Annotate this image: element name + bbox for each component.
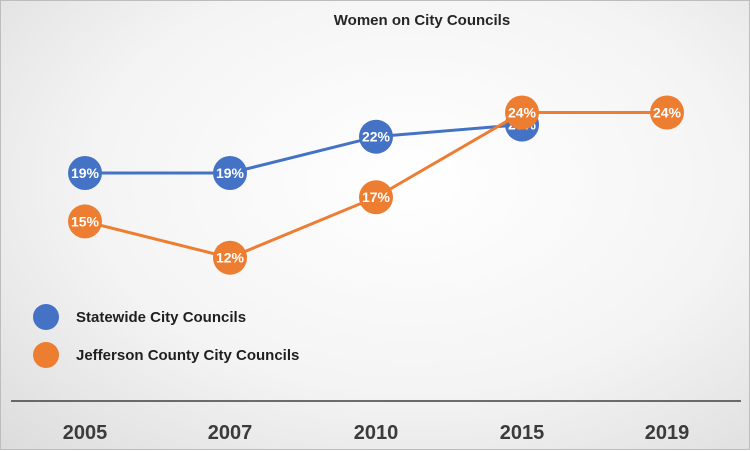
- data-point-1-2: 17%: [359, 180, 393, 215]
- data-point-1-4: 24%: [650, 95, 684, 130]
- data-label: 12%: [216, 250, 245, 266]
- data-label: 17%: [362, 189, 391, 205]
- x-tick-label-2015: 2015: [500, 422, 545, 444]
- data-point-0-2: 22%: [359, 119, 393, 154]
- data-label: 19%: [71, 165, 100, 181]
- data-marker: [359, 119, 393, 154]
- data-point-1-3: 24%: [505, 95, 539, 130]
- x-tick-label-2007: 2007: [208, 422, 253, 444]
- data-marker: [68, 156, 102, 190]
- legend: Statewide City Councils Jefferson County …: [33, 304, 299, 368]
- x-tick-label-2019: 2019: [645, 422, 690, 444]
- x-tick-label-2005: 2005: [63, 422, 108, 444]
- legend-label: Jefferson County City Councils: [76, 347, 299, 364]
- x-tick-label-2010: 2010: [354, 422, 399, 444]
- data-label: 15%: [71, 213, 100, 229]
- data-label: 24%: [653, 105, 682, 121]
- series-layer: 19%19%22%23%15%12%17%24%24%: [68, 95, 684, 275]
- legend-label: Statewide City Councils: [76, 309, 246, 326]
- series-line-0: [85, 123, 523, 175]
- legend-marker: [33, 342, 59, 368]
- data-label: 22%: [362, 129, 391, 145]
- data-point-0-0: 19%: [68, 156, 102, 190]
- data-marker: [505, 95, 539, 130]
- chart-title: Women on City Councils: [334, 12, 510, 29]
- data-marker: [650, 95, 684, 130]
- legend-item-1: Jefferson County City Councils: [33, 342, 299, 368]
- x-axis-ticks: 2005 2007 2010 2015 2019: [63, 422, 690, 444]
- data-marker: [359, 180, 393, 215]
- data-point-0-1: 19%: [213, 156, 247, 190]
- legend-marker: [33, 304, 59, 330]
- legend-item-0: Statewide City Councils: [33, 304, 246, 330]
- data-marker: [68, 204, 102, 239]
- data-marker: [213, 240, 247, 275]
- data-point-1-1: 12%: [213, 240, 247, 275]
- data-marker: [213, 156, 247, 190]
- data-point-1-0: 15%: [68, 204, 102, 239]
- data-label: 24%: [508, 105, 537, 121]
- data-label: 19%: [216, 165, 245, 181]
